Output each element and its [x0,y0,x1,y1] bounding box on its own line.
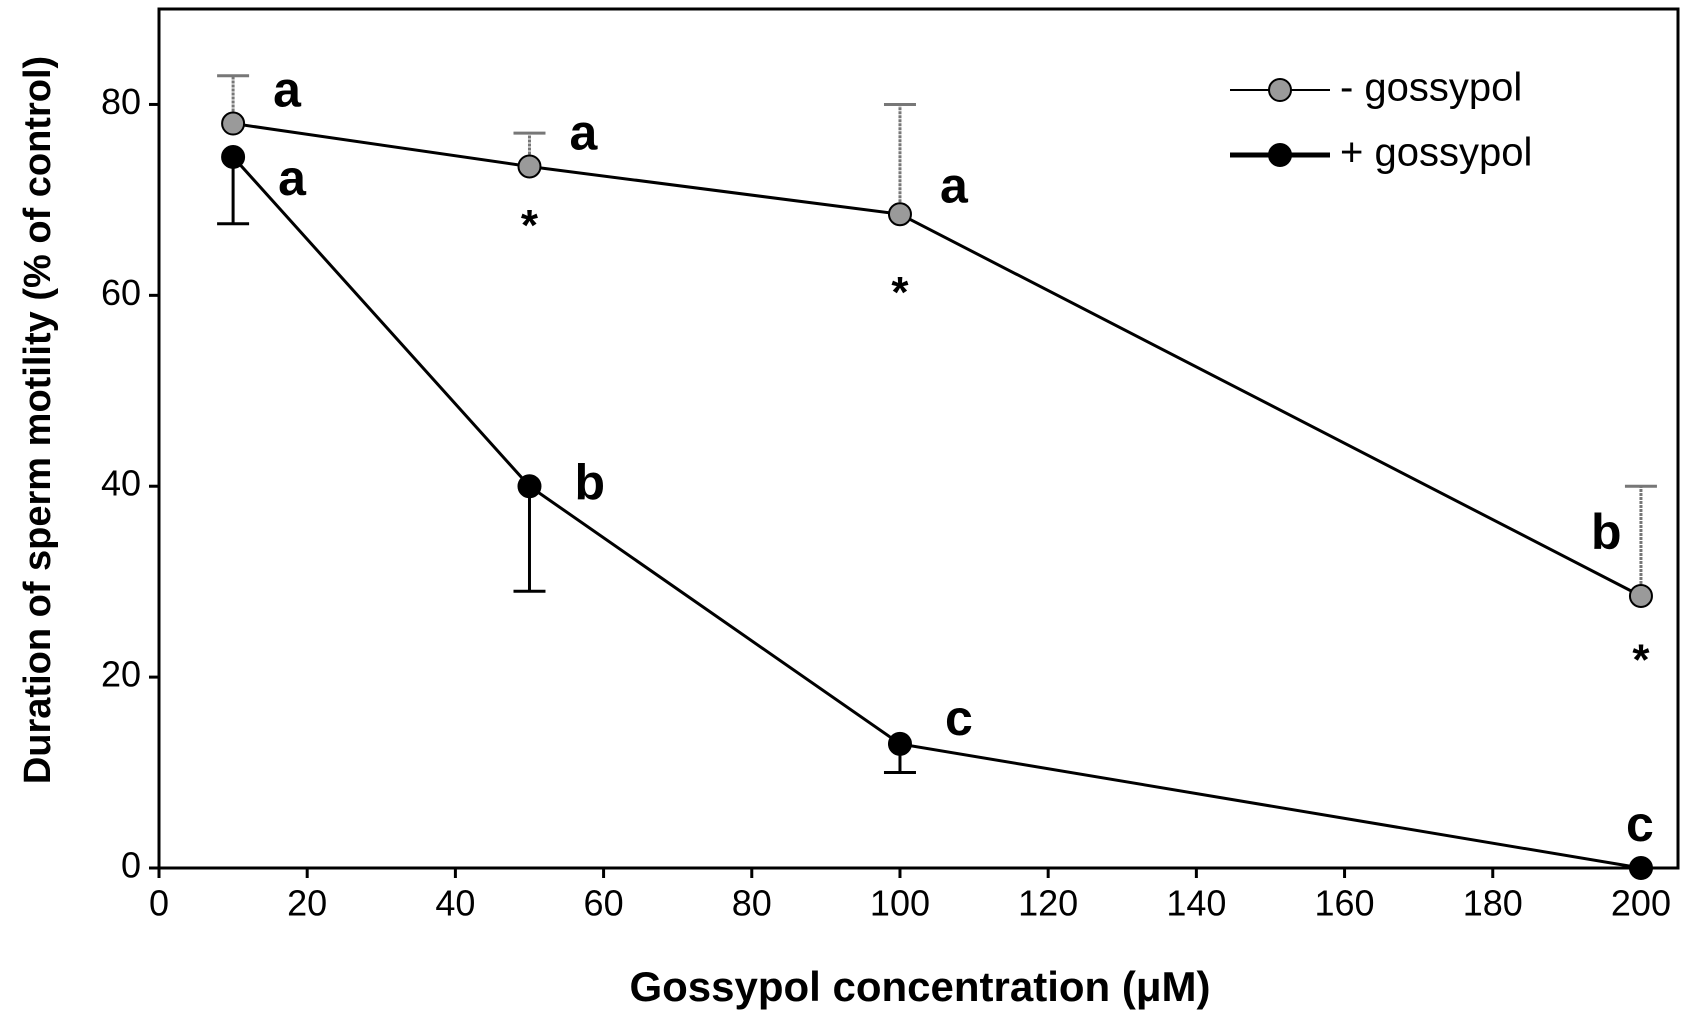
x-tick-label: 0 [149,883,169,924]
series-line [231,155,1642,870]
asterisk: * [521,201,539,250]
asterisk: * [1632,635,1650,684]
asterisk: * [891,268,909,317]
series-line [232,122,1642,598]
x-tick-label: 80 [732,883,772,924]
x-tick-label: 200 [1611,883,1671,924]
y-tick-label: 80 [101,81,141,122]
plot-frame [157,7,1680,870]
x-tick-label: 120 [1018,883,1078,924]
data-point [1628,583,1653,608]
x-tick-label: 100 [870,883,930,924]
x-tick-label: 140 [1166,883,1226,924]
y-axis-label: Duration of sperm motility (% of control… [17,56,59,784]
x-tick-label: 160 [1315,883,1375,924]
legend-marker [1268,143,1292,167]
x-tick-label: 180 [1463,883,1523,924]
y-tick-label: 0 [121,845,141,886]
significance-letter: b [574,454,605,510]
x-tick-label: 40 [435,883,475,924]
data-point [1628,856,1653,880]
legend-marker [1268,78,1292,102]
data-point [887,202,912,227]
significance-letter: b [1591,504,1622,560]
legend-label: - gossypol [1340,66,1522,110]
y-tick-label: 20 [101,654,141,695]
data-point [221,111,246,136]
x-tick-label: 60 [584,883,624,924]
significance-letter: c [945,690,973,746]
data-point [517,474,542,499]
data-point [887,731,912,756]
significance-letter: a [273,62,302,118]
significance-letter: a [278,150,307,206]
y-tick-label: 60 [101,272,141,313]
data-point [517,154,542,179]
significance-letter: a [940,157,969,213]
x-tick-label: 20 [287,883,327,924]
x-axis-label: Gossypol concentration (μM) [629,963,1210,1010]
legend-label: + gossypol [1340,131,1532,175]
significance-letter: c [1626,796,1654,852]
significance-letter: a [569,105,598,161]
y-tick-label: 40 [101,463,141,504]
data-point [221,144,246,169]
